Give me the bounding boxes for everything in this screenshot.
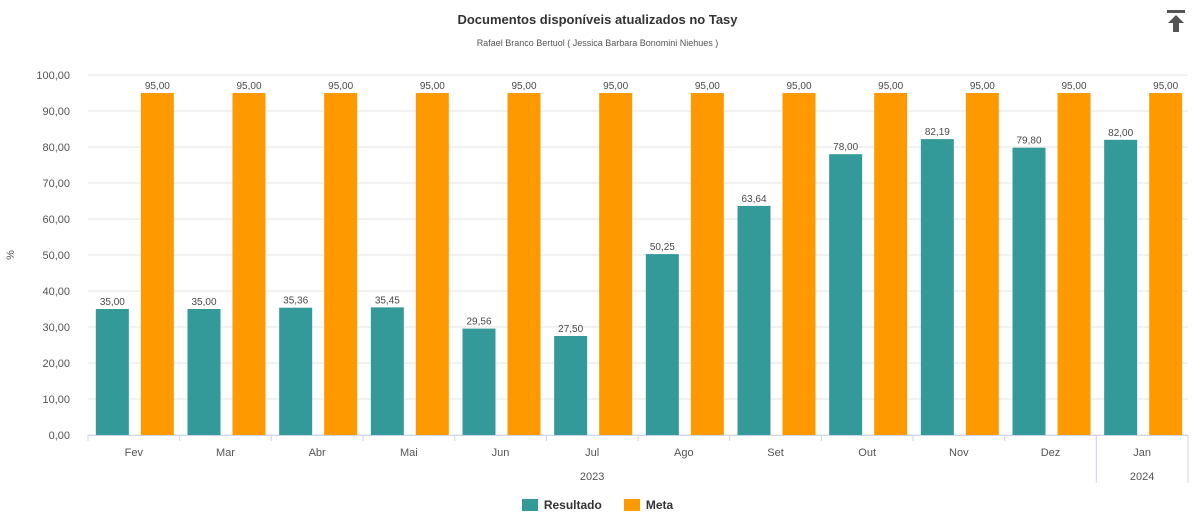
chart-legend: Resultado Meta [0, 498, 1195, 512]
data-label-meta: 95,00 [328, 81, 353, 92]
export-arrow-up-icon[interactable] [1165, 8, 1187, 34]
x-tick-label: Out [858, 447, 876, 459]
bar-resultado-mai[interactable] [370, 307, 404, 435]
y-tick-label: 100,00 [36, 70, 70, 82]
x-group-label: 2023 [580, 471, 604, 483]
chart-plot-area: 35,00 95,00 35,00 95,00 35,36 95,00 35,45 95,00… [5, 70, 1189, 483]
legend-swatch-resultado [521, 499, 538, 511]
data-label-meta: 95,00 [1061, 81, 1086, 92]
y-tick-label: 30,00 [42, 322, 70, 334]
bar-meta-jan[interactable] [1149, 93, 1183, 435]
y-tick-label: 80,00 [42, 142, 70, 154]
legend-item-resultado[interactable]: Resultado [521, 498, 602, 512]
bar-meta-mai[interactable] [415, 93, 449, 435]
data-label-meta: 95,00 [145, 81, 170, 92]
bar-resultado-abr[interactable] [279, 307, 313, 435]
bar-resultado-ago[interactable] [645, 254, 679, 435]
bar-resultado-dez[interactable] [1012, 147, 1046, 435]
y-tick-label: 40,00 [42, 286, 70, 298]
bar-resultado-out[interactable] [829, 154, 863, 435]
data-label-resultado: 82,00 [1108, 128, 1133, 139]
y-tick-label: 60,00 [42, 214, 70, 226]
data-label-resultado: 79,80 [1016, 136, 1041, 147]
y-tick-label: 50,00 [42, 250, 70, 262]
x-group-label: 2024 [1130, 471, 1154, 483]
legend-label-resultado: Resultado [543, 498, 602, 512]
x-tick-label: Set [767, 447, 784, 459]
bar-meta-nov[interactable] [965, 93, 999, 435]
x-tick-label: Jun [492, 447, 510, 459]
chart-title: Documentos disponíveis atualizados no Ta… [457, 12, 738, 27]
bar-meta-out[interactable] [874, 93, 908, 435]
bar-resultado-jul[interactable] [554, 336, 588, 435]
x-tick-label: Jan [1133, 447, 1151, 459]
x-tick-label: Mai [400, 447, 418, 459]
y-tick-label: 20,00 [42, 358, 70, 370]
bar-meta-mar[interactable] [232, 93, 266, 435]
data-label-resultado: 27,50 [558, 324, 583, 335]
chart-subtitle: Rafael Branco Bertuol ( Jessica Barbara … [476, 38, 719, 48]
data-label-meta: 95,00 [420, 81, 445, 92]
bar-meta-jun[interactable] [507, 93, 541, 435]
data-label-resultado: 35,36 [283, 296, 308, 307]
bar-meta-jul[interactable] [599, 93, 633, 435]
data-label-resultado: 63,64 [741, 194, 766, 205]
x-tick-label: Nov [949, 447, 969, 459]
y-tick-label: 70,00 [42, 178, 70, 190]
bar-resultado-nov[interactable] [920, 139, 954, 435]
data-label-resultado: 35,00 [100, 297, 125, 308]
legend-item-meta[interactable]: Meta [623, 498, 674, 512]
x-tick-label: Jul [585, 447, 599, 459]
x-tick-label: Abr [309, 447, 326, 459]
data-label-meta: 95,00 [970, 81, 995, 92]
data-label-meta: 95,00 [603, 81, 628, 92]
bar-meta-fev[interactable] [140, 93, 174, 435]
data-label-meta: 95,00 [236, 81, 261, 92]
bar-meta-set[interactable] [782, 93, 816, 435]
bar-resultado-jun[interactable] [462, 328, 496, 435]
data-label-resultado: 29,56 [466, 317, 491, 328]
data-label-meta: 95,00 [1153, 81, 1178, 92]
bar-meta-ago[interactable] [690, 93, 724, 435]
y-tick-label: 0,00 [49, 430, 70, 442]
bar-meta-dez[interactable] [1057, 93, 1091, 435]
x-tick-label: Dez [1041, 447, 1061, 459]
data-label-resultado: 35,45 [375, 295, 400, 306]
bar-resultado-mar[interactable] [187, 309, 221, 435]
data-label-resultado: 50,25 [650, 242, 675, 253]
data-label-resultado: 78,00 [833, 142, 858, 153]
bar-resultado-fev[interactable] [95, 309, 129, 435]
x-tick-label: Ago [674, 447, 694, 459]
bar-resultado-set[interactable] [737, 205, 771, 435]
bar-meta-abr[interactable] [324, 93, 358, 435]
x-tick-label: Mar [216, 447, 235, 459]
data-label-resultado: 35,00 [191, 297, 216, 308]
x-tick-label: Fev [125, 447, 144, 459]
y-tick-label: 10,00 [42, 394, 70, 406]
y-axis-title: % [5, 250, 17, 260]
y-tick-label: 90,00 [42, 106, 70, 118]
data-label-meta: 95,00 [786, 81, 811, 92]
bar-resultado-jan[interactable] [1104, 139, 1138, 436]
legend-swatch-meta [623, 499, 640, 511]
data-label-meta: 95,00 [878, 81, 903, 92]
legend-label-meta: Meta [645, 498, 674, 512]
data-label-meta: 95,00 [695, 81, 720, 92]
data-label-meta: 95,00 [511, 81, 536, 92]
data-label-resultado: 82,19 [925, 127, 950, 138]
